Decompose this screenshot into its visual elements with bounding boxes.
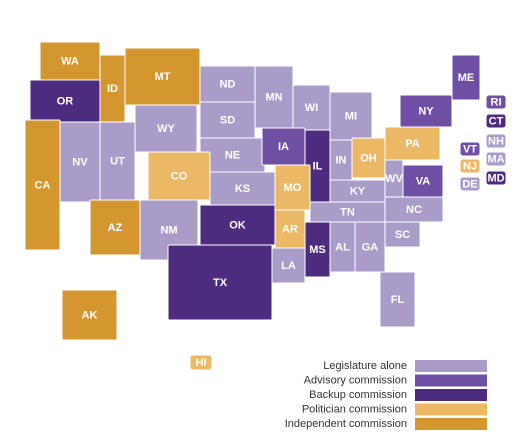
- state-label: HI: [196, 357, 207, 369]
- legend-label: Independent commission: [285, 418, 407, 430]
- state-badge: [485, 170, 507, 186]
- state: [99, 54, 126, 123]
- state-label: KY: [350, 185, 366, 197]
- state: [167, 244, 273, 321]
- state-label: NM: [160, 224, 177, 236]
- state-badge: [459, 141, 481, 157]
- legend-swatch: [415, 360, 487, 372]
- state-label: ID: [107, 83, 118, 95]
- legend-label: Advisory commission: [304, 374, 407, 386]
- state: [384, 126, 441, 161]
- state-label: WY: [157, 123, 175, 135]
- state-label: GA: [362, 241, 379, 253]
- state-label: OK: [229, 219, 246, 231]
- state-label: AK: [82, 309, 98, 321]
- state: [24, 119, 61, 251]
- state: [304, 221, 331, 278]
- state-label: MD: [487, 172, 504, 184]
- state-badge: [189, 354, 213, 371]
- state-label: FL: [391, 294, 405, 306]
- state-label: ND: [220, 78, 236, 90]
- state-label: WI: [305, 102, 318, 114]
- state-label: NH: [488, 135, 504, 147]
- state-label: VT: [463, 143, 477, 155]
- state-label: RI: [491, 96, 502, 108]
- state-label: PA: [405, 138, 420, 150]
- state-label: NE: [225, 149, 240, 161]
- state-label: MA: [487, 153, 504, 165]
- state-badge: [459, 158, 481, 174]
- state-label: WA: [61, 55, 79, 67]
- state-label: VA: [416, 175, 431, 187]
- state-label: NV: [72, 156, 88, 168]
- legend-label: Backup commission: [309, 389, 407, 401]
- state-label: AR: [282, 223, 298, 235]
- state: [379, 271, 416, 328]
- state-label: ME: [458, 72, 475, 84]
- state-label: MI: [345, 110, 357, 122]
- state-label: OH: [360, 152, 377, 164]
- state: [451, 54, 481, 101]
- legend-swatch: [415, 389, 487, 401]
- state-label: MO: [284, 182, 302, 194]
- state-label: CT: [489, 115, 504, 127]
- state: [274, 209, 306, 249]
- state: [147, 151, 211, 201]
- state-label: IL: [313, 160, 323, 172]
- state-label: DE: [462, 178, 477, 190]
- state-badge: [485, 151, 507, 167]
- state-label: TX: [213, 277, 228, 289]
- state-badge: [485, 113, 507, 129]
- state-badge: [485, 133, 507, 149]
- legend-swatch: [415, 374, 487, 387]
- state-label: LA: [281, 260, 296, 272]
- state-label: AL: [335, 241, 350, 253]
- state: [402, 164, 444, 198]
- state-label: IN: [336, 154, 347, 166]
- state-badge: [485, 94, 507, 110]
- state-label: CA: [35, 179, 51, 191]
- state-label: AZ: [108, 222, 123, 234]
- legend-swatch: [415, 403, 487, 416]
- state-label: MT: [155, 71, 171, 83]
- state-label: MS: [309, 244, 326, 256]
- legend-label: Politician commission: [302, 403, 407, 415]
- state-label: NC: [406, 204, 422, 216]
- state-label: WV: [385, 173, 403, 185]
- state-label: SD: [220, 114, 235, 126]
- state: [61, 289, 118, 341]
- state-label: TN: [340, 206, 355, 218]
- state-badge: [459, 176, 481, 192]
- state-label: KS: [235, 183, 250, 195]
- state-label: NJ: [463, 160, 477, 172]
- state: [89, 199, 141, 256]
- state-label: CO: [171, 170, 188, 182]
- state-label: MN: [265, 91, 282, 103]
- state-label: IA: [278, 141, 289, 153]
- state-label: SC: [395, 229, 410, 241]
- state-label: NY: [418, 105, 434, 117]
- legend-swatch: [415, 418, 487, 430]
- state-label: UT: [110, 155, 125, 167]
- legend-label: Legislature alone: [323, 360, 407, 372]
- state-label: OR: [57, 95, 74, 107]
